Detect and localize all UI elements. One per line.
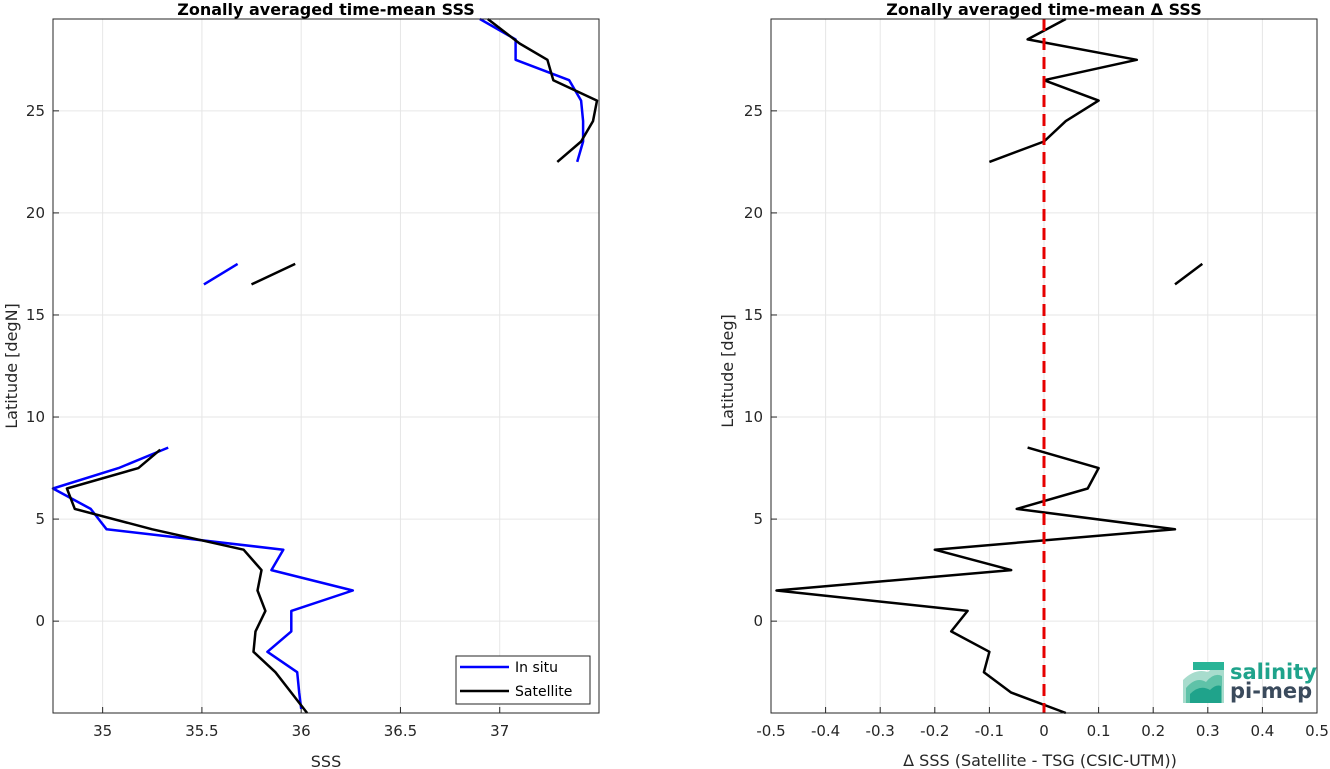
left-x-tick-label: 35 (93, 722, 112, 740)
legend: In situ Satellite (455, 655, 591, 705)
logo-word-pi-mep: pi-mep (1230, 679, 1312, 703)
left-y-tick-label: 0 (35, 612, 45, 630)
right-x-axis-label: Δ SSS (Satellite - TSG (CSIC-UTM)) (903, 751, 1177, 769)
right-y-tick-label: 5 (753, 510, 763, 528)
right-chart-title: Zonally averaged time-mean Δ SSS (886, 0, 1202, 19)
right-series-line-delta-sss (1174, 262, 1204, 286)
right-x-tick-label: -0.4 (811, 722, 840, 740)
left-tick-labels: 35 35.5 36 36.5 37 0 5 10 15 20 25 (26, 102, 509, 740)
right-series-line-delta-sss (775, 446, 1177, 715)
left-series-line-in-situ (203, 262, 239, 286)
right-y-tick-label: 0 (753, 612, 763, 630)
right-x-tick-label: 0.2 (1141, 722, 1165, 740)
right-series (775, 17, 1204, 715)
left-grid (53, 19, 599, 713)
left-series-line-satellite (487, 18, 599, 163)
left-x-axis-label: SSS (311, 752, 341, 769)
legend-label-satellite: Satellite (515, 684, 572, 700)
right-y-tick-label: 10 (744, 408, 763, 426)
right-y-tick-label: 20 (744, 204, 763, 222)
left-series (51, 17, 599, 714)
left-y-tick-label: 25 (26, 102, 45, 120)
right-x-tick-label: -0.2 (920, 722, 949, 740)
left-series-line-satellite (250, 262, 296, 286)
left-series-line-satellite (65, 448, 309, 714)
right-x-tick-label: 0.1 (1087, 722, 1111, 740)
right-series-line-delta-sss (988, 17, 1139, 164)
right-x-tick-label: 0 (1039, 722, 1049, 740)
left-axes-frame (52, 18, 600, 714)
logo-wave-top (1193, 662, 1224, 670)
left-x-tick-label: 36.5 (384, 722, 417, 740)
right-x-tick-label: -0.1 (975, 722, 1004, 740)
left-y-tick-label: 15 (26, 306, 45, 324)
legend-box (455, 655, 591, 705)
salinity-pi-mep-logo: salinity pi-mep (1183, 660, 1317, 703)
left-series-line-in-situ (479, 17, 585, 163)
right-y-axis-label: Latitude [deg] (718, 314, 737, 428)
left-y-tick-label: 20 (26, 204, 45, 222)
right-x-tick-label: 0.4 (1250, 722, 1274, 740)
right-x-tick-label: 0.5 (1305, 722, 1329, 740)
right-x-tick-label: -0.3 (866, 722, 895, 740)
left-y-tick-label: 5 (35, 510, 45, 528)
logo-wave-front (1190, 685, 1221, 703)
right-x-tick-label: -0.5 (756, 722, 785, 740)
logo-word-salinity: salinity (1230, 660, 1317, 684)
right-y-tick-label: 25 (744, 102, 763, 120)
sss-panel: Zonally averaged time-mean SSS 35 35.5 36 3… (2, 0, 600, 769)
left-y-axis-label: Latitude [degN] (2, 303, 21, 429)
left-x-tick-label: 37 (490, 722, 509, 740)
right-axes-frame (770, 18, 1318, 714)
delta-sss-panel: Zonally averaged time-mean Δ SSS -0.5 -0.… (718, 0, 1329, 769)
left-chart-title: Zonally averaged time-mean SSS (177, 0, 475, 19)
left-series-line-in-situ (51, 446, 355, 710)
left-x-tick-label: 36 (292, 722, 311, 740)
right-y-tick-label: 15 (744, 306, 763, 324)
right-x-tick-label: 0.3 (1196, 722, 1220, 740)
left-x-tick-label: 35.5 (185, 722, 218, 740)
left-y-tick-label: 10 (26, 408, 45, 426)
legend-label-in-situ: In situ (515, 660, 558, 676)
right-tick-labels: -0.5 -0.4 -0.3 -0.2 -0.1 0 0.1 0.2 0.3 0.4 0.5 0 5 10… (744, 102, 1329, 740)
